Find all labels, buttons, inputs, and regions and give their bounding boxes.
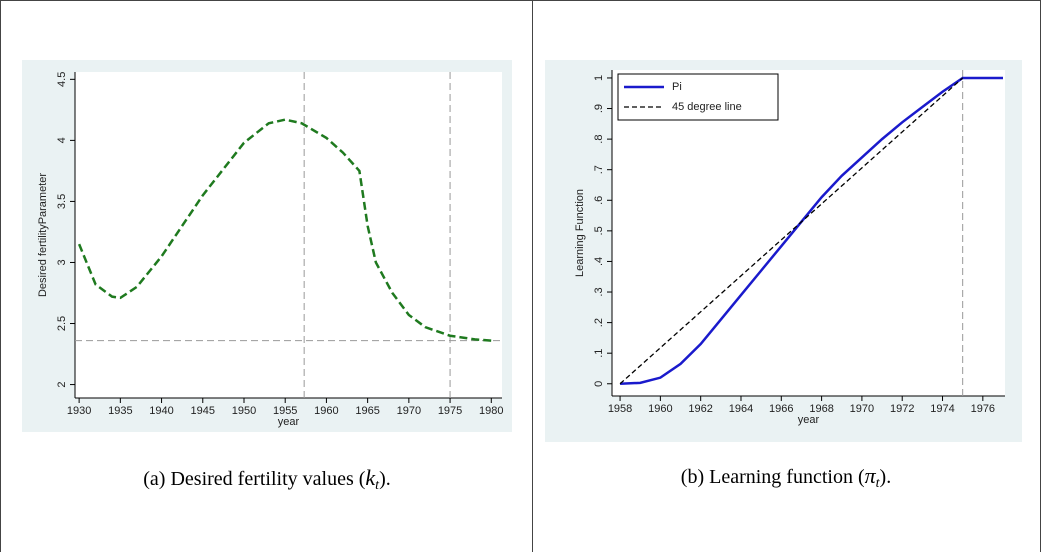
y-tick-label: 0 [593,381,605,387]
y-tick-label: .8 [593,135,605,144]
y-tick-label: .4 [593,257,605,266]
x-tick-label: 1964 [729,403,753,415]
x-tick-label: 1960 [648,403,672,415]
data-line [620,76,1003,386]
x-tick-label: 1970 [397,405,421,417]
x-tick-label: 1965 [355,405,379,417]
caption: (b) Learning function (πt). [681,463,891,491]
y-tick-label: 2 [56,382,68,388]
legend-box [617,73,779,121]
y-tick-label: 3 [56,259,68,265]
caption-symbol: π [865,463,877,488]
y-tick-label: 2.5 [56,316,68,331]
y-axis-title: Desired fertilityParameter [37,173,49,297]
x-tick-label: 1958 [608,403,632,415]
caption-text: (b) Learning function ( [681,466,865,488]
x-tick-label: 1974 [930,403,954,415]
x-tick-label: 1955 [273,405,297,417]
x-tick-label: 1975 [438,405,462,417]
y-tick-label: 3.5 [56,194,68,209]
x-tick-label: 1968 [809,403,833,415]
y-tick-label: .9 [593,104,605,113]
y-tick-label: .6 [593,196,605,205]
caption-symbol: k [365,465,376,490]
x-tick-label: 1960 [314,405,338,417]
y-tick-label: 1 [593,75,605,81]
caption-text: ). [880,466,892,488]
x-tick-label: 1962 [688,403,712,415]
x-tick-label: 1935 [108,405,132,417]
x-tick-label: 1930 [67,405,91,417]
x-tick-label: 1972 [890,403,914,415]
x-tick-label: 1970 [850,403,874,415]
y-tick-label: .2 [593,318,605,327]
plot-area [75,72,502,398]
x-tick-label: 1945 [191,405,215,417]
plot-area [612,70,1005,396]
data-line [619,77,964,385]
caption-subscript: t [876,476,881,491]
legend-label: 45 degree line [672,101,742,113]
data-line [77,118,492,342]
x-tick-label: 1980 [479,405,503,417]
x-tick-label: 1940 [149,405,173,417]
caption-subscript: t [375,478,380,493]
x-tick-label: 1976 [971,403,995,415]
y-tick-label: .1 [593,349,605,358]
caption: (a) Desired fertility values (kt). [143,465,390,493]
caption-text: ). [379,468,391,490]
y-tick-label: 4 [56,137,68,143]
legend-label: Pi [672,81,682,93]
caption-text: (a) Desired fertility values ( [143,468,365,490]
y-tick-label: .7 [593,165,605,174]
x-tick-label: 1966 [769,403,793,415]
x-axis-title: year [278,416,300,428]
y-tick-label: .3 [593,287,605,296]
y-tick-label: 4.5 [56,72,68,87]
y-axis-title: Learning Function [574,189,586,277]
x-axis-title: year [798,414,820,426]
x-tick-label: 1950 [232,405,256,417]
y-tick-label: .5 [593,226,605,235]
